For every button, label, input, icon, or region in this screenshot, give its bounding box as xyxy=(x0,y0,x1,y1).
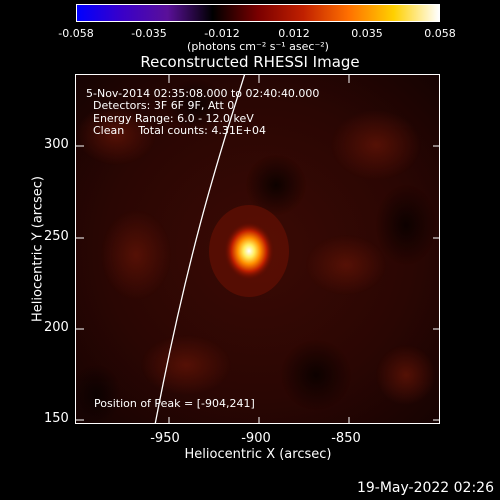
x-tick-label: -850 xyxy=(331,431,361,446)
x-tick-label: -950 xyxy=(150,431,180,446)
colorbar-tick: -0.012 xyxy=(204,27,240,40)
background-texture xyxy=(76,80,436,423)
axis-tick-marks xyxy=(76,75,439,423)
colorbar-tick: 0.012 xyxy=(278,27,310,40)
y-tick-label: 300 xyxy=(44,137,69,152)
y-axis-label: Heliocentric Y (arcsec) xyxy=(30,176,46,322)
colorbar-tick: 0.058 xyxy=(424,27,456,40)
colorbar-units: (photons cm⁻² s⁻¹ asec⁻²) xyxy=(187,40,329,53)
y-tick-label: 150 xyxy=(44,411,69,426)
flare-source xyxy=(224,222,274,280)
clean-counts-label: Clean Total counts: 4.31E+04 xyxy=(93,124,267,137)
image-title: Reconstructed RHESSI Image xyxy=(140,53,360,71)
detectors-label: Detectors: 3F 6F 9F, Att 0 xyxy=(93,99,235,112)
render-date: 19-May-2022 02:26 xyxy=(356,480,494,496)
energy-range-label: Energy Range: 6.0 - 12.0 keV xyxy=(93,112,254,125)
peak-position-label: Position of Peak = [-904,241] xyxy=(94,397,255,410)
x-tick-label: -900 xyxy=(241,431,271,446)
solar-limb-line xyxy=(154,75,246,423)
rhessi-image xyxy=(76,75,439,423)
colorbar-tick: -0.035 xyxy=(131,27,167,40)
image-plot: 5-Nov-2014 02:35:08.000 to 02:40:40.000 … xyxy=(75,74,440,424)
colorbar xyxy=(76,4,440,22)
y-tick-label: 250 xyxy=(44,229,69,244)
y-tick-label: 200 xyxy=(44,320,69,335)
x-axis-label: Heliocentric X (arcsec) xyxy=(184,447,332,462)
colorbar-tick: 0.035 xyxy=(351,27,383,40)
colorbar-tick: -0.058 xyxy=(58,27,94,40)
time-range-label: 5-Nov-2014 02:35:08.000 to 02:40:40.000 xyxy=(86,87,320,100)
